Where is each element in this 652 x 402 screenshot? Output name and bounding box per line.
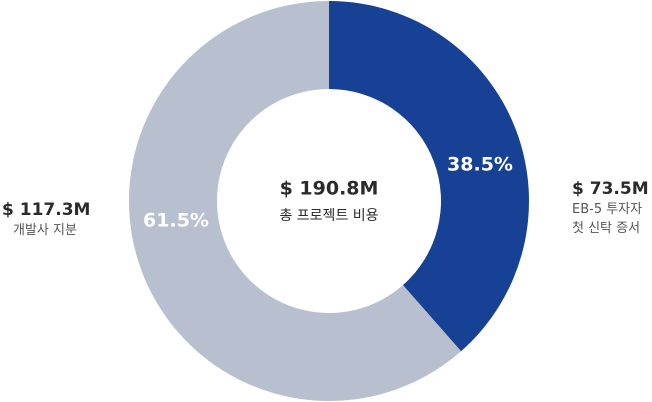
slice-percent-label-developer: 61.5% (143, 210, 209, 232)
slice-percent-label-eb5: 38.5% (447, 154, 513, 176)
eb5-amount: $ 73.5M (572, 179, 649, 199)
developer-amount: $ 117.3M (2, 200, 91, 220)
donut-slice-eb5 (329, 1, 529, 352)
center-total-label: 총 프로젝트 비용 (279, 208, 378, 224)
eb5-callout: $ 73.5M EB-5 투자자 첫 신탁 증서 (572, 178, 649, 238)
developer-callout: $ 117.3M 개발사 지분 (2, 199, 90, 240)
donut-slice-developer (128, 1, 462, 401)
developer-category-line-1: 개발사 지분 (13, 223, 77, 238)
eb5-category-line-1: EB-5 투자자 (572, 202, 643, 217)
donut-slices (128, 1, 529, 401)
center-total-value: $ 190.8M (280, 178, 379, 200)
eb5-category-line-2: 첫 신탁 증서 (572, 221, 641, 236)
